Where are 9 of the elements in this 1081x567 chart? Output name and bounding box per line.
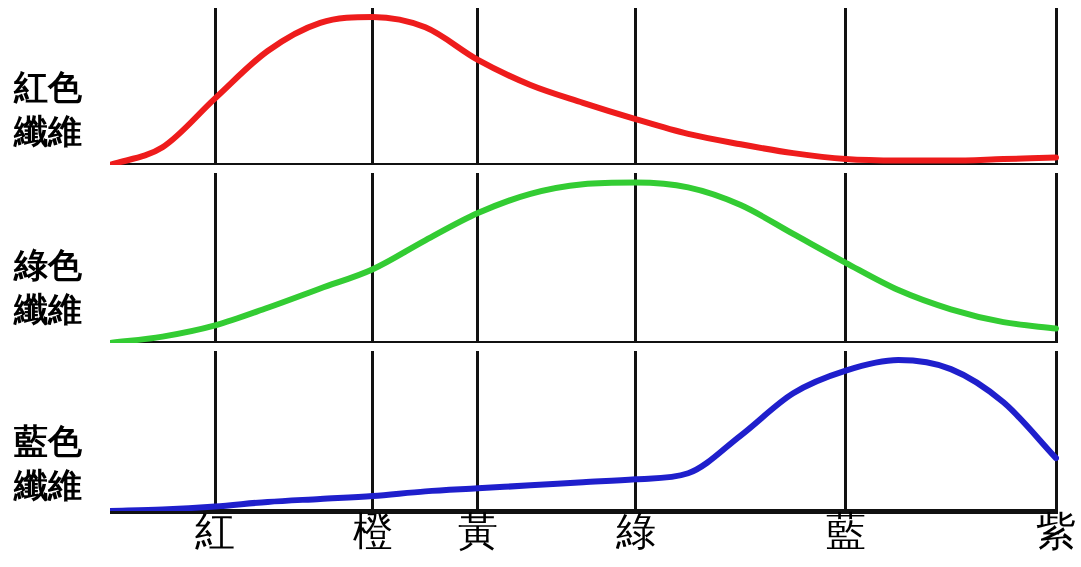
x-tick-label: 黃 xyxy=(457,508,498,555)
x-tick-label: 橙 xyxy=(352,508,393,555)
y-axis-title: 綠色纖維 xyxy=(14,244,83,331)
y-axis-title: 藍色纖維 xyxy=(14,420,83,507)
x-tick-label: 藍 xyxy=(825,508,866,555)
y-axis-title: 紅色纖維 xyxy=(14,66,83,153)
x-tick-label: 綠 xyxy=(614,508,656,555)
x-tick-label: 紅 xyxy=(195,508,236,555)
x-tick-label: 紫 xyxy=(1036,508,1076,555)
